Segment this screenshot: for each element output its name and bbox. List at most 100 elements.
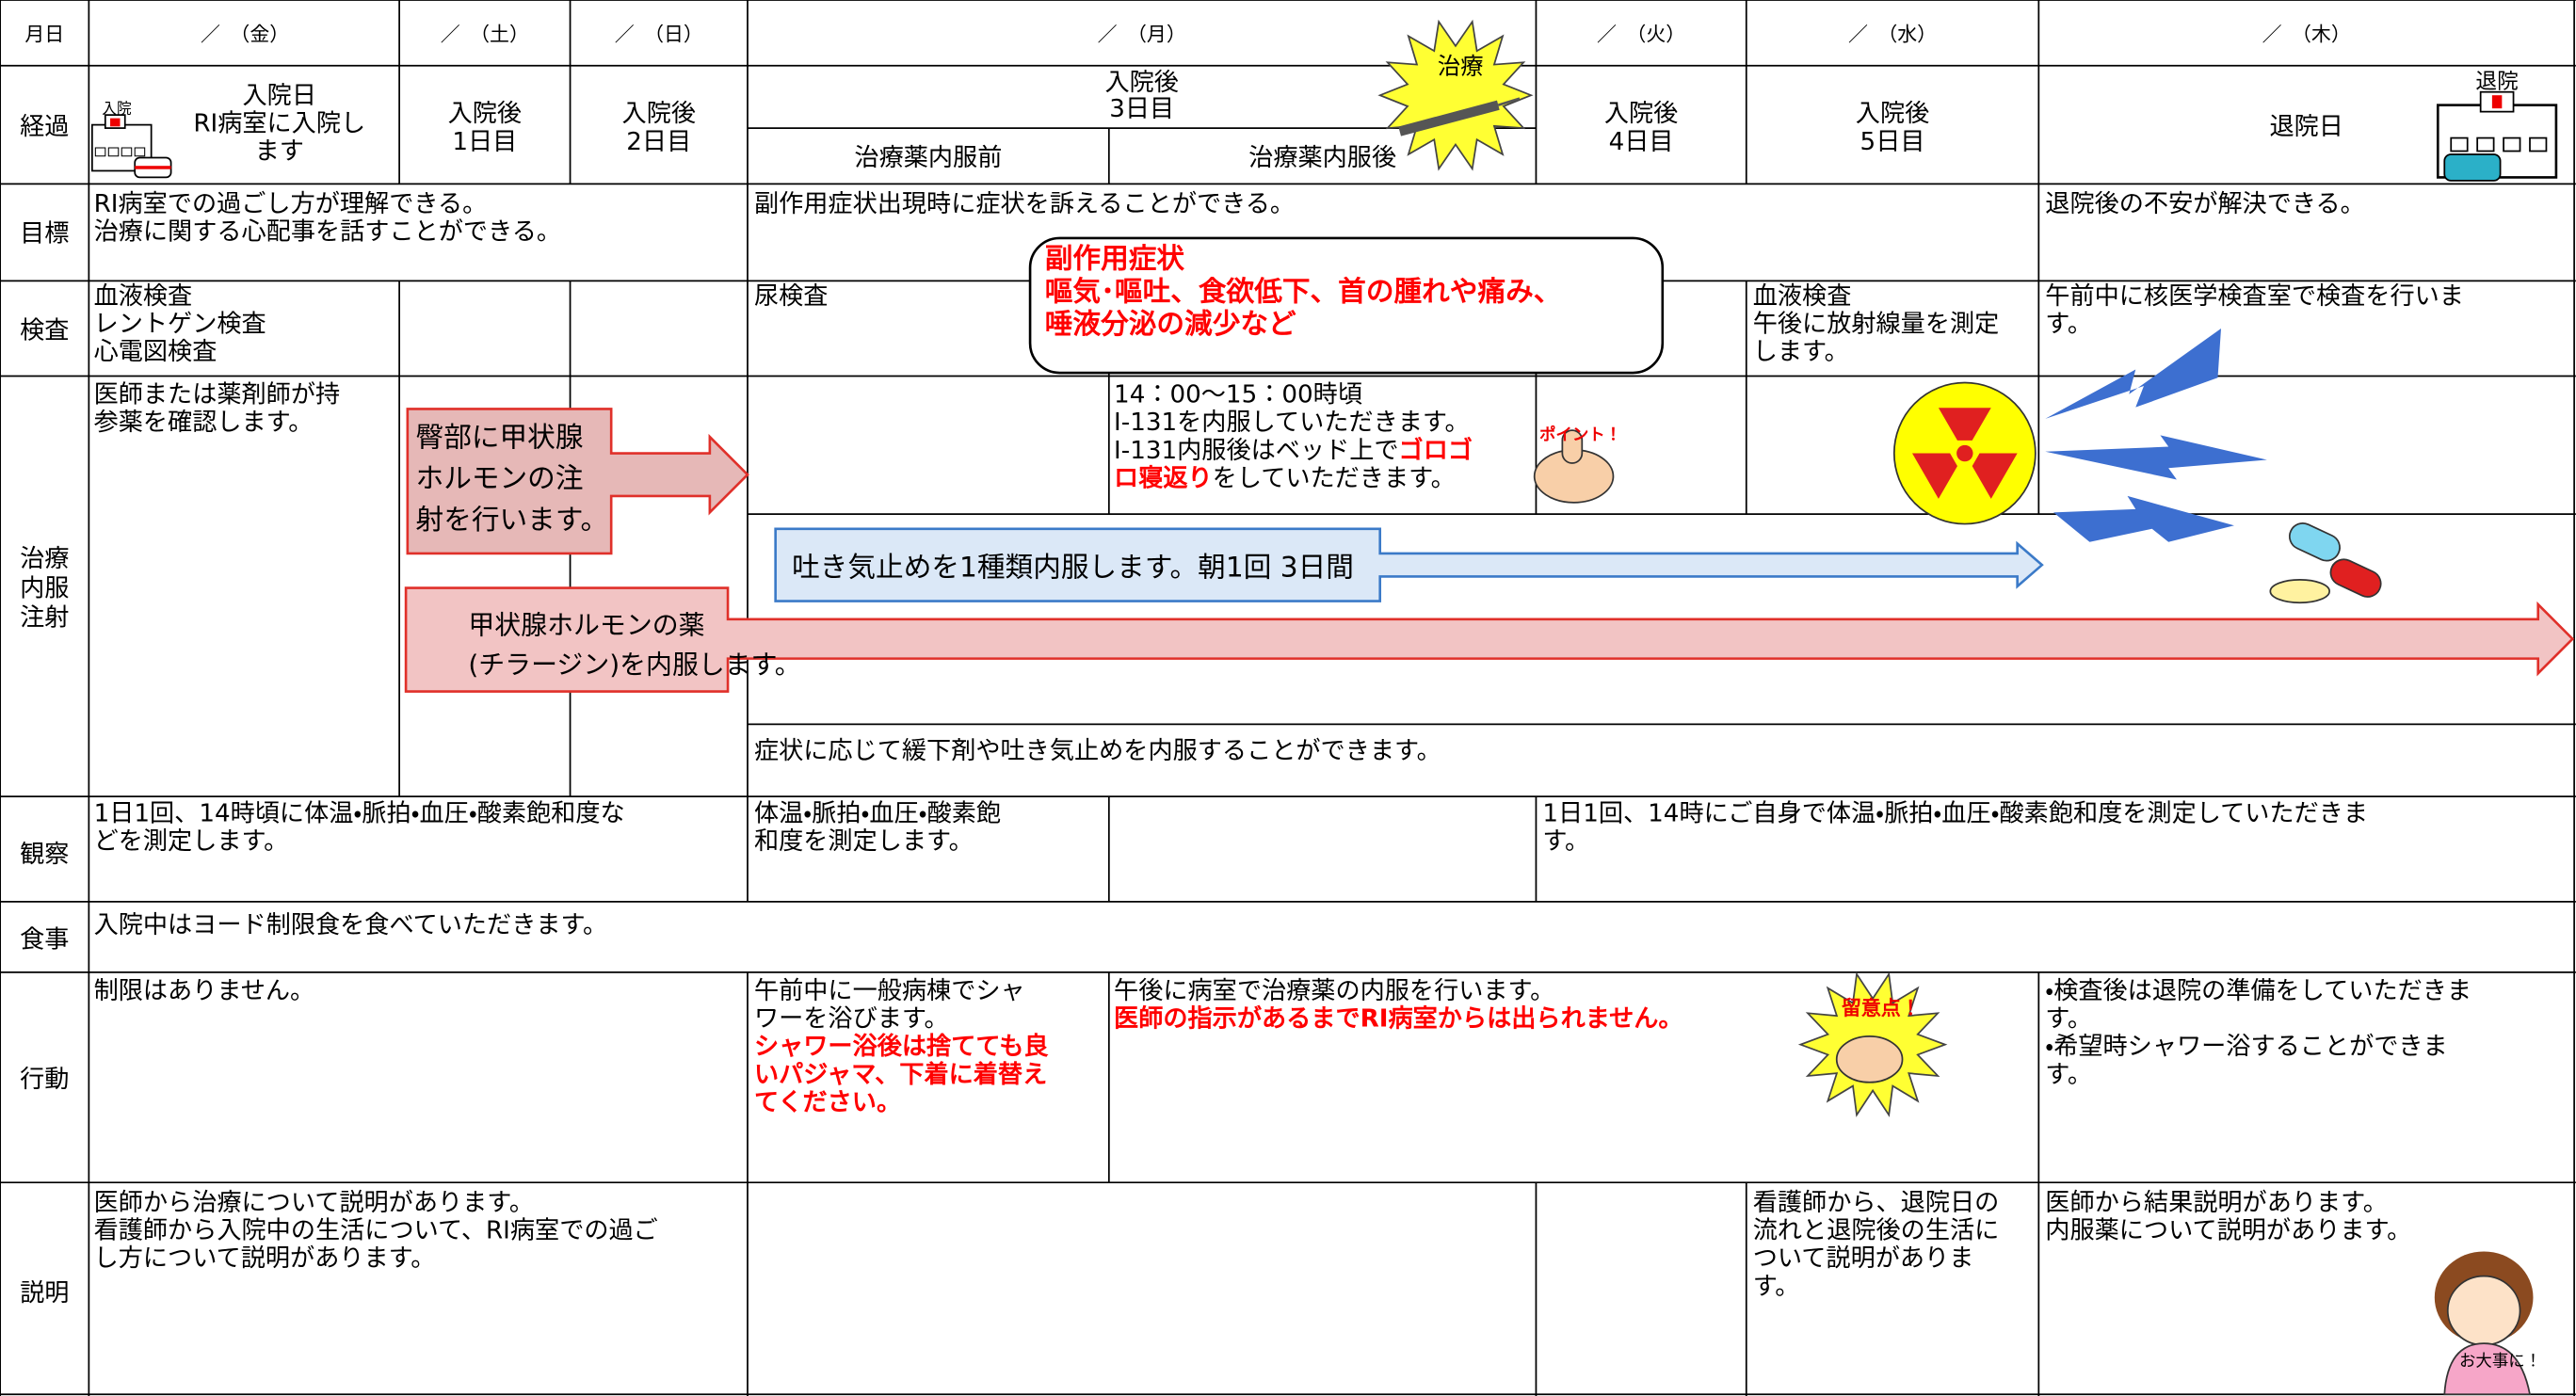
cell-text: 吐き気止めを1種類内服します。朝1回 3日間 [792,550,1354,583]
row-label: 内服 [20,574,69,602]
window [2450,136,2469,152]
cell-text: ・検査後は退院の準備をしていただきま [2045,977,2471,1005]
nurse-body [2443,1342,2532,1396]
window [134,147,146,157]
cell-text: 医師または薬剤師が持 [94,380,341,409]
window [2503,136,2521,152]
day-header: ／ （月） [1098,24,1186,46]
cell-text: いパジャマ、下着に着替え [754,1060,1047,1089]
cell-text: ます [255,137,304,166]
header-label: 月日 [24,24,64,46]
cell-text: 午前中に一般病棟でシャ [754,977,1025,1005]
cell-text: 入院日 [243,82,316,110]
cell-text: す。 [1753,1273,1800,1301]
cell-text: ついて説明がありま [1753,1244,1974,1273]
cell-text: 和度を測定します。 [754,827,974,856]
cell-text: 体温・脈拍・血圧・酸素飽 [754,799,1001,827]
tablet [2269,579,2331,604]
row-label: 経過 [20,113,69,141]
cell-text: 血液検査 [94,282,193,311]
cell-text: 内服薬について説明があります。 [2045,1217,2411,1245]
row-label: 検査 [20,316,69,345]
cell-text: 流れと退院後の生活に [1753,1217,2000,1245]
row-label: 治療 [20,545,69,573]
window [94,147,106,157]
icon-label: 留意点！ [1842,997,1921,1019]
cell-text: 午後に放射線量を測定 [1753,310,2000,338]
day-header: ／ （水） [1848,24,1937,46]
lightning [2045,435,2267,480]
row-label: 食事 [20,926,69,955]
callout-text: 副作用症状 [1045,241,1185,274]
radiation-blade [1938,408,1991,441]
cell-text: 看護師から入院中の生活について、RI病室での過ご [94,1217,658,1245]
window [2529,136,2548,152]
cell-text: 入院後 [1604,100,1678,128]
cell-text: 心電図検査 [94,338,217,366]
cell-text: どを測定します。 [94,827,289,856]
icon-label: お大事に！ [2459,1353,2541,1372]
icon-label: 退院 [2475,70,2518,94]
row-label: 注射 [20,604,69,633]
cell-text: 14：00～15：00時頃 [1114,380,1362,409]
cell-text: ホルモンの注 [416,461,584,494]
antiemetic-arrow [774,527,2044,602]
cell-text: す。 [2045,1061,2092,1089]
cell-text: 治療薬内服後 [1248,144,1396,172]
text-run: I-131内服後はベッド上で [1114,437,1398,465]
icon-label: 治療 [1438,53,1484,80]
cell-text: す。 [1542,827,1589,856]
cell-text: 入院後 [622,100,696,128]
cell-text: RI病室での過ごし方が理解できる。 [94,190,488,218]
cell-text: 参薬を確認します。 [94,409,314,437]
window [121,147,133,157]
red-cross [110,118,121,127]
cell-text: 医師から治療について説明があります。 [94,1189,534,1217]
cell-text: します。 [1753,338,1849,366]
cell-text: 副作用症状出現時に症状を訴えることができる。 [754,190,1295,218]
text-run: ゴロゴ [1399,436,1473,465]
row-label: 説明 [20,1279,69,1308]
cell-text: 尿検査 [754,282,828,311]
day-header: ／ （土） [441,24,529,46]
day-header: ／ （日） [615,24,703,46]
cell-text: 1日目 [452,128,517,156]
nurse-face [2446,1275,2521,1346]
cell-text: し方について説明があります。 [94,1244,436,1273]
hand-icon [1835,1035,1904,1083]
cell-text: 制限はありません。 [94,977,315,1005]
cell-text: I-131内服後はベッド上でゴロゴ [1114,436,1473,465]
cell-text: ロ寝返りをしていただきます。 [1114,464,1456,492]
red-cross [2491,95,2503,109]
cell-text: 退院後の不安が解決できる。 [2045,190,2365,218]
cell-text: 午後に病室で治療薬の内服を行います。 [1114,977,1554,1005]
cell-text: ・希望時シャワー浴することができま [2045,1033,2447,1061]
day-header: ／ （金） [201,24,289,46]
syringe [1398,100,1500,136]
syringe-tip [1497,97,1521,106]
window [107,147,120,157]
callout-text: 唾液分泌の減少など [1045,307,1296,340]
cell-text: 臀部に甲状腺 [416,421,584,454]
cell-text: ワーを浴びます。 [754,1004,949,1033]
row-label: 目標 [20,219,69,248]
cell-text: 症状に応じて緩下剤や吐き気止めを内服することができます。 [754,737,1441,765]
cell-text: 2日目 [626,128,691,156]
text-run: ロ寝返り [1114,464,1213,492]
cell-text: 5日目 [1860,128,1925,156]
lightning [2045,328,2221,419]
cell-text: I-131を内服していただきます。 [1114,409,1470,437]
side-effect-callout [1028,236,1665,375]
cell-text: 血液検査 [1753,282,1852,311]
cell-text: シャワー浴後は捨てても良 [754,1032,1049,1061]
icon-label: ポイント！ [1539,425,1621,445]
thyroid-arrow [404,586,2575,693]
day-header: ／ （火） [1597,24,1685,46]
cell-text: (チラージン)を内服します。 [468,649,800,680]
cell-text: す。 [2045,310,2092,338]
starburst [1377,19,1534,171]
cell-text: 医師の指示があるまでRI病室からは出られません。 [1114,1003,1683,1033]
lightning [2053,495,2234,542]
